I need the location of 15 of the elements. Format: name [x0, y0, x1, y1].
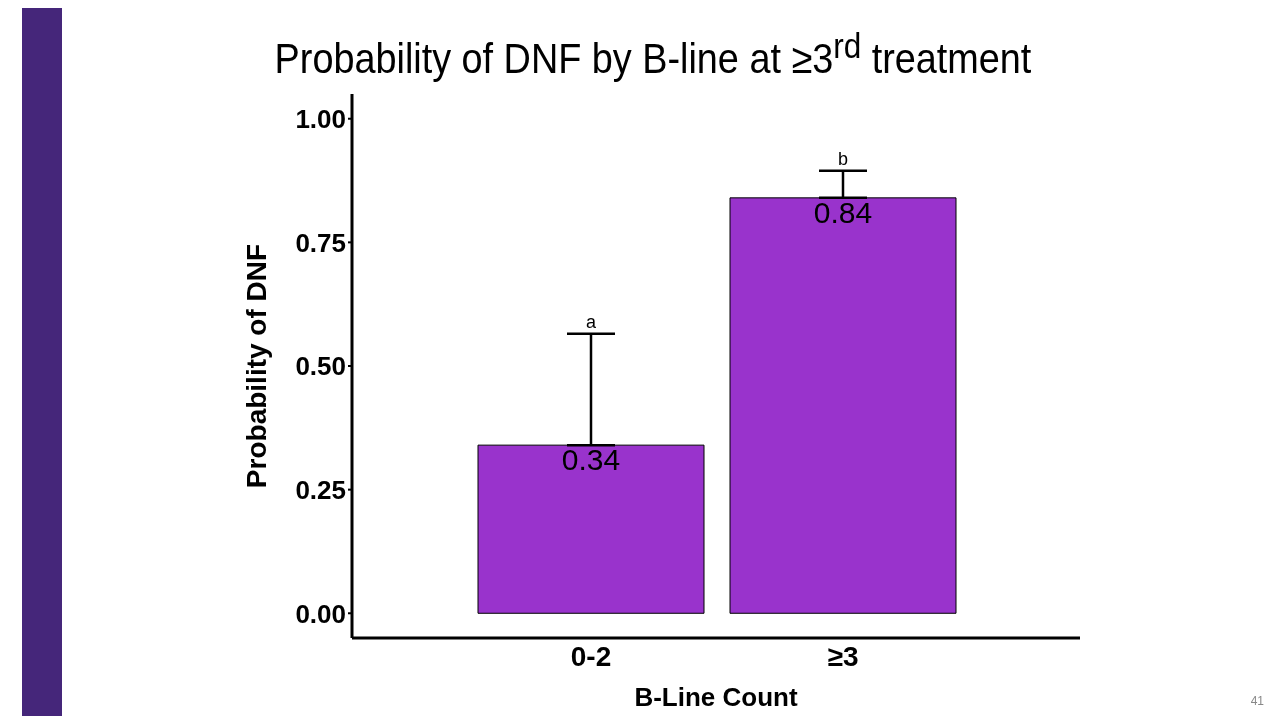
x-axis-title: B-Line Count [634, 682, 798, 712]
x-tick-label: ≥3 [827, 640, 859, 672]
data-label: 0.34 [561, 443, 621, 477]
y-tick-label: 0.25 [295, 474, 346, 505]
annotation: b [837, 148, 849, 169]
y-tick-label: 0.75 [295, 227, 346, 258]
text: 41 [1250, 694, 1264, 708]
x-tick-label: 0-2 [570, 640, 612, 672]
annotation: a [585, 311, 597, 332]
y-tick-label: 0.00 [295, 598, 346, 629]
data-label: 0.84 [813, 196, 873, 230]
y-tick-label: 0.50 [295, 351, 346, 382]
y-axis-title: Probability of DNF [240, 243, 272, 489]
chart-title: Probability of DNF by B-line at ≥3$^{rd}$ treatment [273, 26, 1033, 83]
y-tick-label: 1.00 [295, 103, 346, 134]
